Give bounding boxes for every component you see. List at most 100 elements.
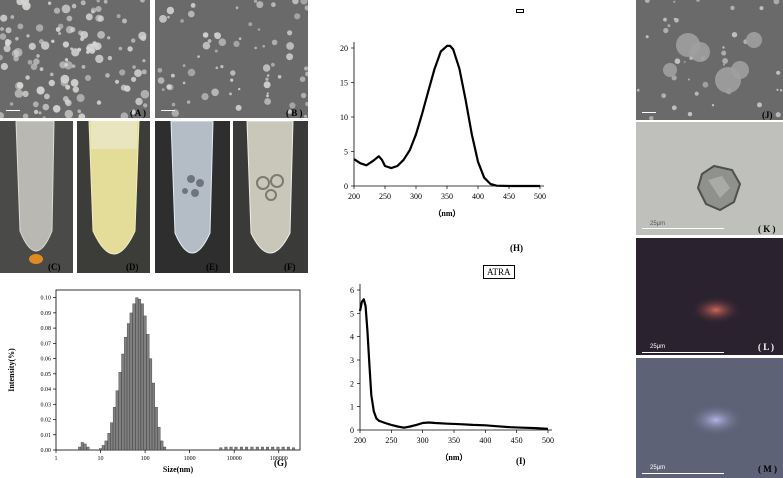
panel-a-tem-image: [0, 0, 150, 118]
particle: [41, 41, 50, 50]
particle: [71, 3, 77, 9]
particle: [235, 6, 239, 10]
particle: [161, 88, 165, 91]
scale-text-k: 25μm: [650, 221, 666, 227]
particle: [671, 75, 677, 81]
histogram-bar: [83, 443, 87, 451]
tem-particles-j: [636, 0, 783, 120]
particle: [39, 67, 44, 71]
scale-text-l: 25μm: [650, 344, 666, 350]
histogram-bar: [250, 446, 254, 451]
x-tick-label: 450: [511, 436, 523, 445]
particle: [722, 58, 728, 64]
particle: [130, 109, 136, 115]
x-tick-label: 250: [385, 436, 397, 445]
particle: [85, 75, 91, 81]
y-tick-label: 0.05: [41, 372, 52, 378]
particle: [262, 44, 265, 48]
particle: [202, 41, 211, 50]
particle: [97, 31, 105, 39]
histogram-bar: [229, 446, 233, 451]
y-tick-label: 6: [350, 286, 354, 295]
legend-h: [516, 9, 524, 13]
particle: [131, 76, 137, 82]
y-tick-label: 0.09: [41, 311, 52, 317]
scale-bar-m: [642, 473, 724, 474]
particle: [0, 112, 4, 118]
particle: [91, 9, 95, 14]
particle: [22, 113, 29, 118]
particle: [696, 0, 700, 2]
particle: [775, 112, 781, 118]
histogram-bar: [118, 372, 122, 451]
panel-label-k: ( K ): [758, 224, 776, 234]
x-tick-label: 350: [441, 192, 453, 201]
x-tick-label: 300: [417, 436, 429, 445]
particle: [773, 0, 780, 5]
particle: [30, 63, 38, 70]
particle: [187, 68, 196, 77]
x-axis-label: Size(nm): [163, 465, 194, 474]
particle: [304, 66, 308, 71]
tem-particles-a: [0, 0, 150, 118]
histogram-bar: [78, 446, 82, 451]
histogram-bar: [271, 446, 275, 451]
particle: [292, 0, 299, 5]
particle: [14, 89, 23, 98]
histogram-bar: [101, 445, 105, 451]
particle: [215, 66, 219, 70]
particle: [303, 114, 308, 118]
particle: [667, 24, 671, 28]
particle: [64, 58, 69, 62]
panel-label-c: (C): [48, 262, 61, 272]
particle: [722, 63, 726, 66]
particle-cluster: [746, 32, 762, 48]
particle: [42, 116, 46, 118]
particle: [190, 3, 196, 8]
y-tick-label: 0.02: [41, 418, 52, 424]
particle: [694, 91, 699, 96]
histogram-bar: [104, 440, 108, 451]
particle: [95, 14, 103, 22]
y-tick-label: 1: [350, 403, 354, 412]
x-tick-label: 400: [479, 436, 491, 445]
particle: [201, 93, 209, 101]
particle: [33, 58, 40, 65]
histogram-bar: [126, 323, 130, 451]
tube-e-icon: [155, 121, 230, 273]
particle: [36, 54, 40, 58]
particle: [271, 2, 276, 8]
particle: [263, 81, 271, 89]
histogram-bar: [276, 446, 280, 451]
panel-label-m: ( M ): [758, 464, 777, 474]
particle: [48, 79, 55, 87]
panel-label-i: (I): [516, 456, 526, 466]
particle: [80, 0, 86, 6]
histogram-bar: [245, 446, 249, 451]
particle: [157, 67, 163, 73]
histogram-bar: [107, 433, 111, 451]
particle: [300, 92, 307, 99]
particle: [202, 32, 209, 38]
particle: [72, 86, 80, 93]
particle: [124, 85, 131, 92]
y-tick-label: 0.10: [41, 296, 52, 302]
particle: [86, 50, 90, 54]
panel-label-b: ( B ): [286, 108, 303, 118]
y-tick-label: 0.08: [41, 326, 52, 332]
particle: [3, 45, 11, 53]
histogram-bar: [224, 446, 228, 451]
particle: [142, 59, 146, 63]
particle: [287, 30, 293, 36]
particle: [289, 102, 296, 109]
histogram-bar: [146, 334, 150, 451]
particle: [157, 77, 165, 84]
panel-label-h: (H): [510, 243, 523, 253]
panel-m-fluorescence-blue: 25μm: [636, 358, 783, 478]
particle: [141, 69, 147, 75]
panel-e-tube-photo: [155, 121, 230, 273]
particle: [180, 19, 184, 23]
x-tick-label: 100: [141, 456, 150, 462]
particle: [220, 65, 224, 69]
panel-j-tem-image: [636, 0, 783, 120]
